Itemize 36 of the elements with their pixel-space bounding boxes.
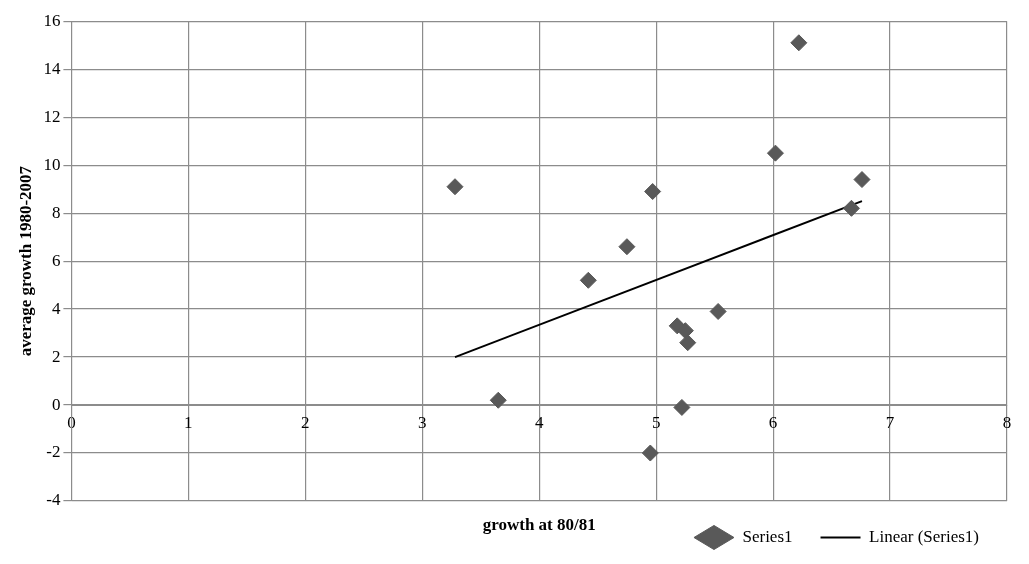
x-tick-label: 5 xyxy=(651,412,661,432)
y-tick-label: 10 xyxy=(43,154,61,174)
x-tick-label: 1 xyxy=(184,412,193,432)
y-tick-label: 4 xyxy=(51,298,61,318)
x-tick-label: 8 xyxy=(1002,412,1012,432)
legend-label: Linear (Series1) xyxy=(869,526,980,546)
point xyxy=(644,183,662,201)
y-tick-label: -2 xyxy=(46,442,61,462)
point xyxy=(842,199,860,217)
point xyxy=(709,302,727,320)
y-tick-label: 0 xyxy=(51,394,61,414)
y-tick-label: 14 xyxy=(43,58,61,78)
point xyxy=(618,238,636,256)
point xyxy=(446,178,464,196)
y-tick-label: 6 xyxy=(51,250,61,270)
x-axis-title: growth at 80/81 xyxy=(482,514,596,534)
point xyxy=(853,171,871,189)
point xyxy=(579,271,597,289)
x-tick-label: 7 xyxy=(885,412,895,432)
x-tick-label: 6 xyxy=(768,412,778,432)
y-tick-label: 12 xyxy=(43,106,61,126)
point xyxy=(673,398,691,416)
x-tick-label: 3 xyxy=(418,412,427,432)
legend-label: Series1 xyxy=(742,526,793,546)
point xyxy=(766,144,784,162)
y-axis-title: average growth 1980-2007 xyxy=(15,165,35,357)
point xyxy=(641,444,659,462)
y-tick-label: -4 xyxy=(46,490,61,510)
y-tick-label: 16 xyxy=(43,10,61,30)
point xyxy=(489,391,507,409)
x-tick-label: 4 xyxy=(534,412,544,432)
y-tick-label: 8 xyxy=(51,202,61,222)
y-tick-label: 2 xyxy=(51,346,61,366)
point xyxy=(679,334,697,352)
x-tick-label: 2 xyxy=(301,412,310,432)
point xyxy=(790,34,808,52)
